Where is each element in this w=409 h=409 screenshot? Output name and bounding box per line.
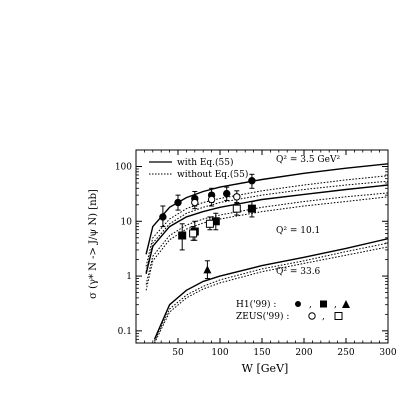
data-point-square-open [189, 229, 198, 238]
x-tick-label: 250 [337, 348, 354, 358]
marker-legend-h1-label: H1('99) : [236, 299, 276, 310]
x-tick-label: 300 [379, 348, 396, 358]
dotted-curve-q2-3-5 [145, 180, 389, 272]
data-point-circle-open [191, 198, 199, 207]
solid-curve-q2-33-6 [153, 238, 389, 340]
annotation-q2-33-6: Q² = 33.6 [276, 267, 321, 277]
legend-label-with: with Eq.(55) [177, 157, 234, 168]
dotted-curve-q2-3-5 [145, 175, 389, 267]
annotation-q2-10-1: Q² = 10.1 [276, 226, 320, 236]
annotation-q2-3-5: Q² = 3.5 GeV² [276, 155, 340, 165]
zeus-square-marker [334, 312, 343, 320]
data-point-circle-filled [223, 189, 231, 198]
data-point-square-open [232, 204, 241, 213]
data-point-square-filled [247, 204, 256, 213]
h1-triangle-marker [342, 300, 350, 308]
zeus-circle-marker [308, 312, 316, 320]
x-tick-label: 150 [253, 348, 270, 358]
h1-separator-1: , [309, 300, 312, 310]
data-point-circle-filled [248, 177, 256, 185]
x-tick-label: 50 [172, 348, 184, 358]
y-tick-label: 0.1 [118, 327, 132, 337]
dotted-curve-q2-33-6 [154, 242, 389, 342]
marker-legend: H1('99) : , , ZEUS('99) : , [236, 299, 350, 322]
data-point-triangle-filled [203, 265, 212, 274]
h1-square-marker [320, 300, 327, 308]
h1-separator-2: , [334, 300, 337, 310]
x-tick-label: 200 [295, 348, 312, 358]
data-points-layer [159, 173, 256, 280]
x-axis-label: W [GeV] [242, 362, 289, 375]
y-axis: 0.1 1 10 100 [115, 162, 388, 340]
y-tick-label: 100 [115, 162, 132, 172]
x-tick-label: 100 [211, 348, 228, 358]
legend: with Eq.(55) without Eq.(55) [149, 157, 248, 180]
x-axis: 50 100 150 200 250 300 [143, 150, 397, 358]
zeus-separator: , [322, 312, 325, 322]
h1-circle-marker [295, 301, 301, 307]
data-point-square-open [205, 219, 214, 228]
legend-label-without: without Eq.(55) [177, 169, 248, 180]
marker-legend-zeus-label: ZEUS('99) : [236, 311, 289, 322]
y-tick-label: 10 [121, 217, 133, 227]
data-point-circle-filled [174, 198, 182, 207]
data-point-square-filled [178, 231, 187, 240]
solid-curve-q2-10-1 [145, 184, 389, 274]
dotted-curve-q2-33-6 [154, 246, 389, 344]
y-tick-label: 1 [126, 272, 132, 282]
dotted-curve-q2-10-1 [145, 192, 389, 285]
y-axis-label: σ (γ* N -> J/ψ N) [nb] [88, 189, 99, 299]
data-point-circle-filled [159, 213, 167, 221]
data-point-circle-open [207, 195, 216, 204]
data-point-circle-open [233, 193, 241, 201]
